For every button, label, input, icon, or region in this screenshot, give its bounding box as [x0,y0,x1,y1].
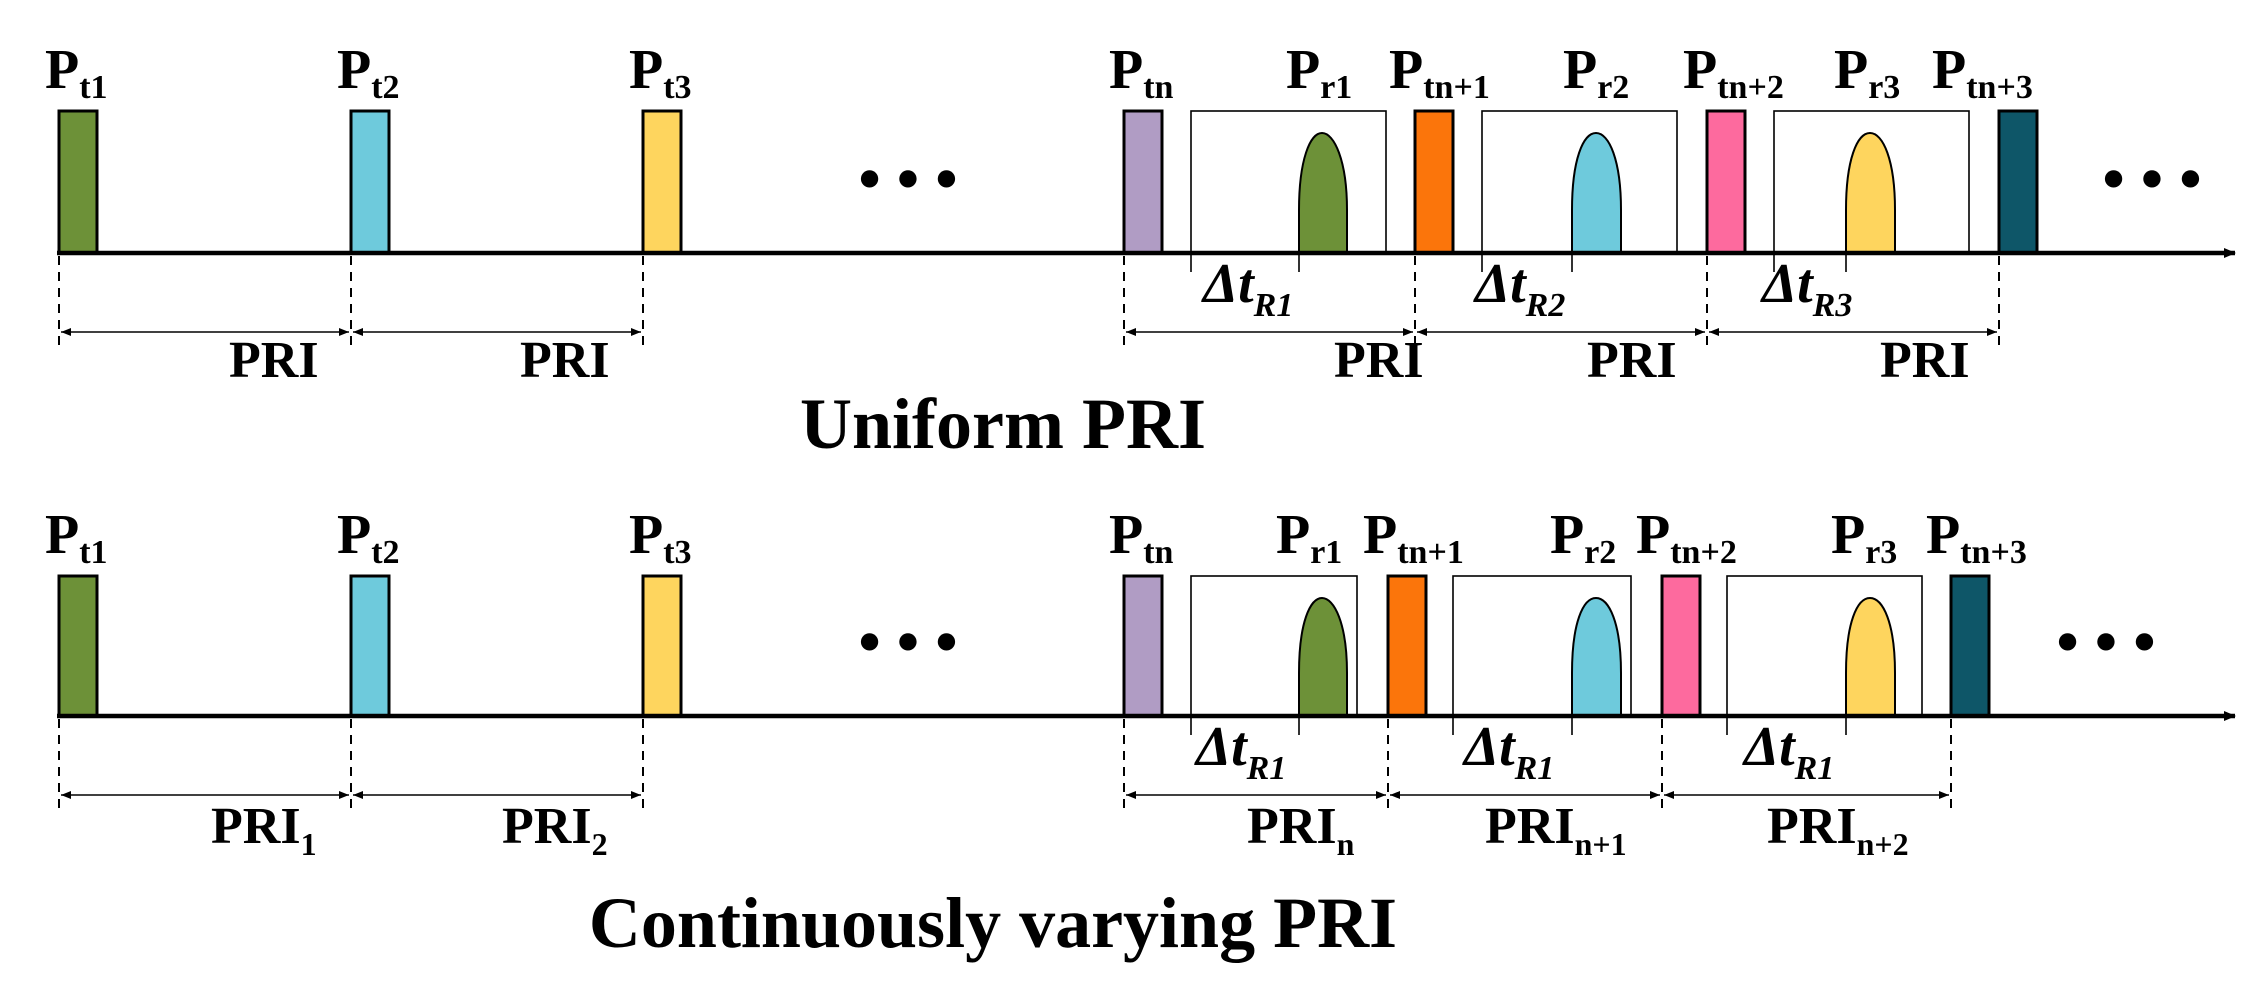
delta-t-label: ΔtR3 [1760,253,1852,324]
ellipsis: • • • [858,143,957,214]
pri-label: PRI1 [211,798,317,862]
delta-t-label: ΔtR2 [1473,253,1565,324]
uniform-pri-panel: • • • • • • Pt1 Pt2 Pt3 Ptn Ptn+1 Ptn+2 Ptn+3 … [45,39,2236,464]
transmit-labels: Pt1 Pt2 Pt3 Ptn Ptn+1 Ptn+2 Ptn+3 [45,39,2033,106]
pri-label: PRIn [1247,798,1355,862]
transmit-pulse-tn3 [1997,109,2039,255]
receive-label: Pr1 [1276,504,1342,571]
transmit-pulse-t1 [57,574,99,718]
varying-pri-title: Continuously varying PRI [589,883,1397,963]
pri-label: PRIn+2 [1767,798,1909,862]
uniform-pri-title: Uniform PRI [800,384,1206,464]
echo-pulse-r2 [1571,131,1622,254]
transmit-label: Pt2 [337,504,400,571]
receive-label: Pr1 [1286,39,1352,106]
transmit-label: Ptn [1109,504,1174,571]
echo-pulse-r1 [1298,131,1348,254]
receive-label: Pr3 [1834,39,1900,106]
transmit-pulse-tn2 [1705,109,1747,255]
delta-t-label: ΔtR1 [1462,716,1554,787]
transmit-pulse-tn [1122,109,1164,255]
receive-labels: Pr1 Pr2 Pr3 [1286,39,1900,106]
ellipsis: • • • [2102,143,2201,214]
varying-pri-panel: • • • • • • Pt1 Pt2 Pt3 Ptn Ptn+1 Ptn+2 Ptn+3 … [45,504,2236,963]
pri-label: PRI [229,332,319,389]
pri-labels: PRI PRI PRI PRI PRI [229,332,1970,389]
pri-label: PRIn+1 [1485,798,1627,862]
transmit-labels: Pt1 Pt2 Pt3 Ptn Ptn+1 Ptn+2 Ptn+3 [45,504,2027,571]
echo-pulse-r3 [1845,596,1896,717]
transmit-label: Pt2 [337,39,400,106]
receive-label: Pr2 [1550,504,1616,571]
echo-pulse-r1 [1298,596,1348,717]
transmit-pulse-tn [1122,574,1164,718]
echo-pulse-r2 [1571,596,1622,717]
pri-label: PRI2 [502,798,608,862]
transmit-pulse-tn1 [1413,109,1455,255]
transmit-label: Ptn+3 [1932,39,2033,106]
ellipsis: • • • [2056,606,2155,677]
transmit-label: Pt1 [45,39,108,106]
pri-labels: PRI1 PRI2 PRIn PRIn+1 PRIn+2 [211,798,1909,862]
echo-pulse-r3 [1845,131,1896,254]
transmit-label: Ptn+2 [1636,504,1737,571]
transmit-label: Ptn+1 [1363,504,1464,571]
receive-labels: Pr1 Pr2 Pr3 [1276,504,1897,571]
receive-window [1190,110,1387,254]
receive-label: Pr3 [1831,504,1897,571]
transmit-pulse-tn3 [1949,574,1991,718]
delta-t-labels: ΔtR1 ΔtR1 ΔtR1 [1194,716,1834,787]
pri-label: PRI [1880,332,1970,389]
delta-t-label: ΔtR1 [1201,253,1293,324]
transmit-label: Ptn [1109,39,1174,106]
transmit-label: Ptn+1 [1389,39,1490,106]
pri-label: PRI [1334,332,1424,389]
pri-label: PRI [1587,332,1677,389]
transmit-pulse-tn1 [1386,574,1428,718]
transmit-pulse-t2 [349,574,391,718]
pri-label: PRI [520,332,610,389]
transmit-pulse-tn2 [1660,574,1702,718]
transmit-pulse-t3 [641,109,683,255]
transmit-pulse-t1 [57,109,99,255]
delta-t-label: ΔtR1 [1194,716,1286,787]
transmit-pulse-t2 [349,109,391,255]
transmit-label: Ptn+3 [1926,504,2027,571]
ellipsis: • • • [858,606,957,677]
transmit-pulse-t3 [641,574,683,718]
transmit-label: Pt3 [629,39,692,106]
receive-label: Pr2 [1563,39,1629,106]
delta-t-labels: ΔtR1 ΔtR2 ΔtR3 [1201,253,1852,324]
transmit-label: Ptn+2 [1683,39,1784,106]
transmit-label: Pt3 [629,504,692,571]
transmit-label: Pt1 [45,504,108,571]
delta-t-label: ΔtR1 [1742,716,1834,787]
